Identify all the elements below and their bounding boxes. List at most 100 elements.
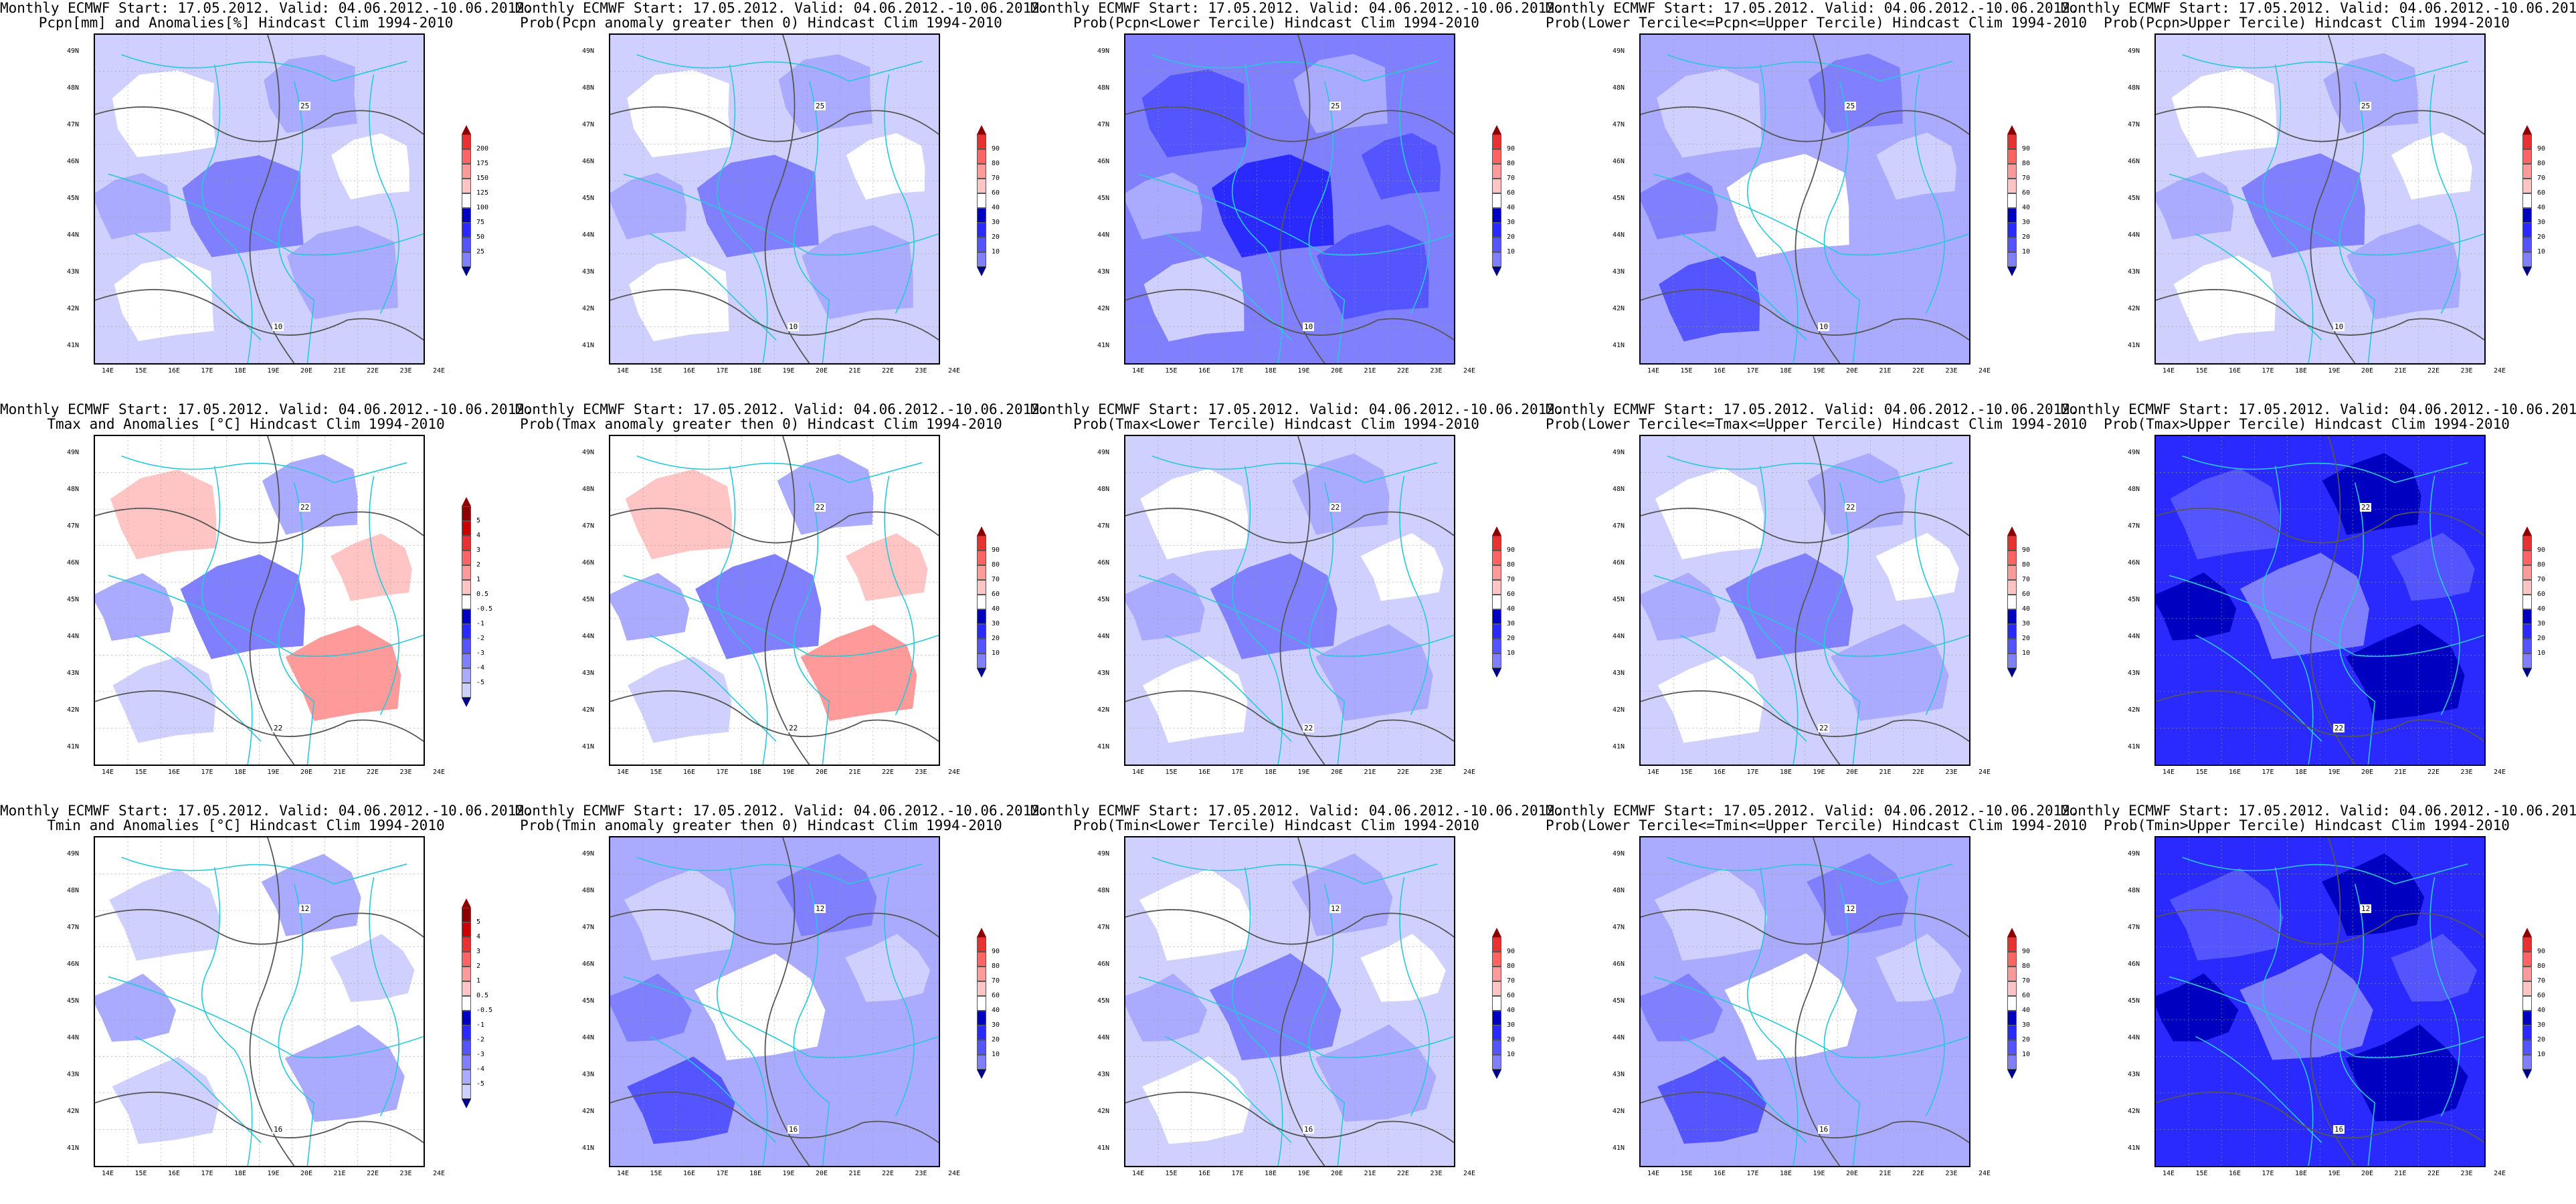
map-area: 22 22	[2154, 435, 2486, 766]
panel-title-line1: Monthly ECMWF Start: 17.05.2012. Valid: …	[0, 401, 533, 417]
colorbar-cell	[462, 1025, 471, 1040]
panel-title-line1: Monthly ECMWF Start: 17.05.2012. Valid: …	[1030, 0, 1564, 16]
colorbar-cell	[977, 164, 986, 179]
colorbar-cell	[462, 996, 471, 1011]
country-border	[636, 54, 923, 82]
latitude-label: 47N	[1097, 924, 1110, 931]
longitude-label: 14E	[2163, 769, 2175, 776]
latitude-label: 42N	[582, 1108, 595, 1115]
latitude-label: 41N	[582, 743, 595, 750]
probability-region	[1808, 54, 1903, 134]
colorbar-label: 70	[2022, 977, 2031, 985]
latitude-label: 49N	[67, 850, 80, 858]
probability-region	[1293, 54, 1388, 134]
colorbar-label: -2	[476, 635, 485, 642]
colorbar-label: 80	[1507, 160, 1515, 167]
colorbar-cell	[462, 536, 471, 550]
colorbar-label: 90	[1507, 145, 1515, 153]
contour-line	[2156, 909, 2484, 945]
colorbar-cell	[2522, 639, 2532, 654]
colorbar-label: 10	[1507, 649, 1515, 657]
colorbar-cell	[462, 149, 471, 164]
colorbar-label: -0.5	[476, 1007, 493, 1014]
colorbar-label: 40	[2022, 1007, 2031, 1014]
probability-region	[2169, 868, 2284, 961]
panel-title-line2: Pcpn[mm] and Anomalies[%] Hindcast Clim …	[38, 15, 454, 31]
contour-line	[95, 508, 424, 544]
colorbar-cell	[2007, 1055, 2017, 1070]
country-border	[201, 64, 253, 363]
longitude-label: 18E	[2295, 1170, 2308, 1177]
colorbar-cell	[2522, 550, 2532, 565]
panel-title-line2: Prob(Tmin>Upper Tercile) Hindcast Clim 1…	[2104, 817, 2510, 833]
country-border	[650, 634, 777, 742]
longitude-label: 18E	[1780, 367, 1792, 375]
country-border	[369, 74, 399, 314]
country-border	[716, 867, 768, 1166]
colorbar-cell	[462, 193, 471, 208]
contour-label: 10	[2333, 322, 2345, 331]
longitude-label: 23E	[1430, 367, 1443, 375]
colorbar-arrow-up	[462, 125, 471, 134]
colorbar-label: 30	[1507, 1021, 1515, 1029]
contour-label: 25	[1329, 102, 1342, 110]
colorbar-cell	[462, 237, 471, 252]
latitude-label: 43N	[1613, 1071, 1625, 1078]
longitude-label: 21E	[1364, 1170, 1376, 1177]
colorbar-cell	[1492, 237, 1501, 252]
latitude-label: 47N	[1613, 924, 1625, 931]
latitude-label: 46N	[2128, 961, 2140, 968]
longitude-label: 22E	[1912, 367, 1925, 375]
latitude-label: 44N	[582, 1034, 595, 1041]
colorbar-cell	[2522, 952, 2532, 967]
colorbar-label: 10	[1507, 1051, 1515, 1058]
colorbar-label: 0.5	[476, 992, 489, 999]
probability-region	[627, 70, 732, 158]
country-border	[1231, 867, 1283, 1166]
country-border	[1308, 482, 1346, 765]
longitude-label: 15E	[134, 367, 147, 375]
map-panel: Monthly ECMWF Start: 17.05.2012. Valid: …	[2061, 0, 2576, 401]
colorbar-label: 80	[1507, 963, 1515, 970]
longitude-label: 18E	[234, 367, 247, 375]
contour-label: 22	[1329, 503, 1342, 512]
colorbar-label: 125	[476, 189, 489, 197]
colorbar-cell	[1492, 134, 1501, 149]
contour-label: 22	[299, 503, 311, 512]
latitude-label: 43N	[67, 1071, 80, 1078]
longitude-label: 19E	[782, 367, 795, 375]
contour-line	[1795, 35, 1841, 363]
map-area: 22 22	[1639, 435, 1970, 766]
country-border	[134, 1035, 262, 1143]
country-border	[1746, 466, 1799, 765]
country-border	[278, 482, 315, 765]
colorbar-cell	[2522, 565, 2532, 580]
latitude-label: 44N	[67, 231, 80, 239]
latitude-label: 48N	[582, 84, 595, 92]
longitude-label: 18E	[1780, 1170, 1792, 1177]
colorbar-cell	[977, 967, 986, 981]
colorbar-arrow-up	[2522, 125, 2532, 134]
longitude-label: 24E	[2494, 1170, 2506, 1177]
colorbar-cell	[977, 609, 986, 624]
colorbar-cell	[2007, 149, 2017, 164]
latitude-label: 46N	[1097, 961, 1110, 968]
colorbar-cell	[2007, 967, 2017, 981]
contour-line	[1641, 909, 1969, 945]
probability-region	[778, 54, 872, 133]
colorbar-cell	[1492, 996, 1501, 1011]
longitude-label: 23E	[1430, 1170, 1443, 1177]
colorbar-arrow-up	[2522, 526, 2532, 536]
latitude-label: 42N	[2128, 706, 2140, 714]
panel-title-line1: Monthly ECMWF Start: 17.05.2012. Valid: …	[2061, 0, 2576, 16]
contour-line	[610, 909, 939, 945]
latitude-label: 47N	[1097, 121, 1110, 128]
colorbar-label: -4	[476, 664, 485, 672]
latitude-label: 42N	[67, 305, 80, 312]
colorbar-cell	[462, 595, 471, 609]
longitude-label: 14E	[1132, 367, 1145, 375]
probability-region	[1657, 656, 1764, 743]
longitude-label: 24E	[948, 769, 961, 776]
longitude-label: 23E	[1430, 769, 1443, 776]
latitude-label: 46N	[582, 158, 595, 165]
